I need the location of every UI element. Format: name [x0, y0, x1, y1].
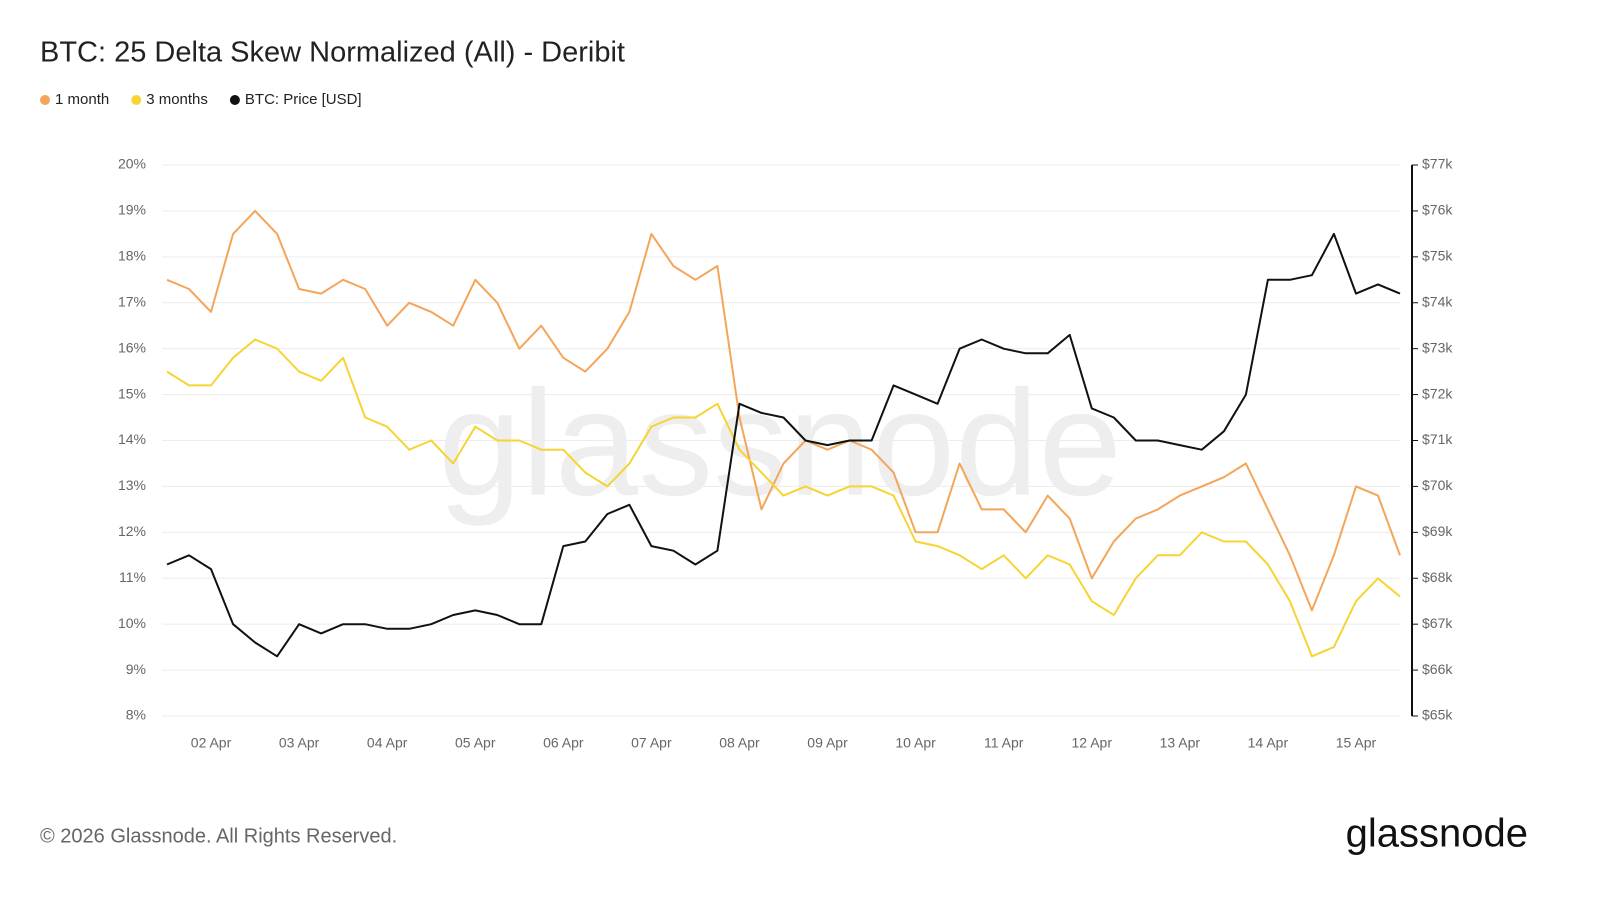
- y-tick-label: 9%: [126, 661, 146, 677]
- y2-tick-label: $76k: [1422, 202, 1453, 218]
- y2-tick-label: $77k: [1422, 156, 1453, 172]
- x-tick-label: 09 Apr: [807, 735, 848, 751]
- series-line: [166, 232, 1401, 658]
- x-tick-label: 03 Apr: [279, 735, 320, 751]
- y-tick-label: 12%: [118, 523, 146, 539]
- y2-tick-label: $74k: [1422, 293, 1453, 309]
- x-tick-label: 05 Apr: [455, 735, 496, 751]
- x-tick-label: 04 Apr: [367, 735, 408, 751]
- y-tick-label: 13%: [118, 477, 146, 493]
- x-tick-label: 06 Apr: [543, 735, 584, 751]
- legend-marker: [229, 95, 240, 105]
- y2-tick-label: $72k: [1422, 385, 1453, 401]
- legend-marker: [40, 95, 50, 105]
- y2-tick-label: $73k: [1422, 339, 1453, 355]
- legend-label: BTC: Price [USD]: [245, 91, 362, 108]
- series-line: [166, 338, 1401, 658]
- series-line: [166, 209, 1401, 612]
- x-tick-label: 15 Apr: [1336, 735, 1377, 751]
- y-tick-label: 18%: [118, 248, 146, 264]
- legend-label: 1 month: [55, 91, 109, 108]
- x-tick-label: 13 Apr: [1160, 735, 1201, 751]
- y-tick-label: 11%: [119, 569, 146, 585]
- watermark: glassnode: [438, 359, 1122, 527]
- y-tick-label: 16%: [118, 339, 146, 355]
- legend-label: 3 months: [146, 91, 208, 108]
- y-tick-label: 15%: [118, 385, 146, 401]
- y2-tick-label: $66k: [1422, 661, 1453, 677]
- x-tick-label: 07 Apr: [631, 735, 672, 751]
- brand-logo: glassnode: [1346, 812, 1528, 856]
- y-tick-label: 10%: [118, 615, 146, 631]
- y-tick-label: 17%: [118, 293, 146, 309]
- y2-tick-label: $67k: [1422, 615, 1453, 631]
- y2-tick-label: $69k: [1422, 523, 1453, 539]
- y2-tick-label: $70k: [1422, 477, 1453, 493]
- x-tick-label: 08 Apr: [719, 735, 760, 751]
- x-tick-label: 14 Apr: [1248, 735, 1289, 751]
- y2-tick-label: $68k: [1422, 569, 1453, 585]
- x-tick-label: 11 Apr: [984, 735, 1024, 751]
- x-tick-label: 10 Apr: [895, 735, 936, 751]
- y-tick-label: 20%: [118, 156, 146, 172]
- y2-tick-label: $65k: [1422, 707, 1453, 723]
- chart-title: BTC: 25 Delta Skew Normalized (All) - De…: [40, 37, 625, 69]
- y-tick-label: 8%: [126, 707, 146, 723]
- x-tick-label: 12 Apr: [1072, 735, 1113, 751]
- footer: © 2026 Glassnode. All Rights Reserved.: [40, 825, 397, 847]
- y2-tick-label: $75k: [1422, 248, 1453, 264]
- x-tick-label: 02 Apr: [191, 735, 232, 751]
- y-tick-label: 14%: [118, 431, 146, 447]
- legend-marker: [131, 95, 142, 105]
- y2-tick-label: $71k: [1422, 431, 1453, 447]
- y-tick-label: 19%: [118, 202, 146, 218]
